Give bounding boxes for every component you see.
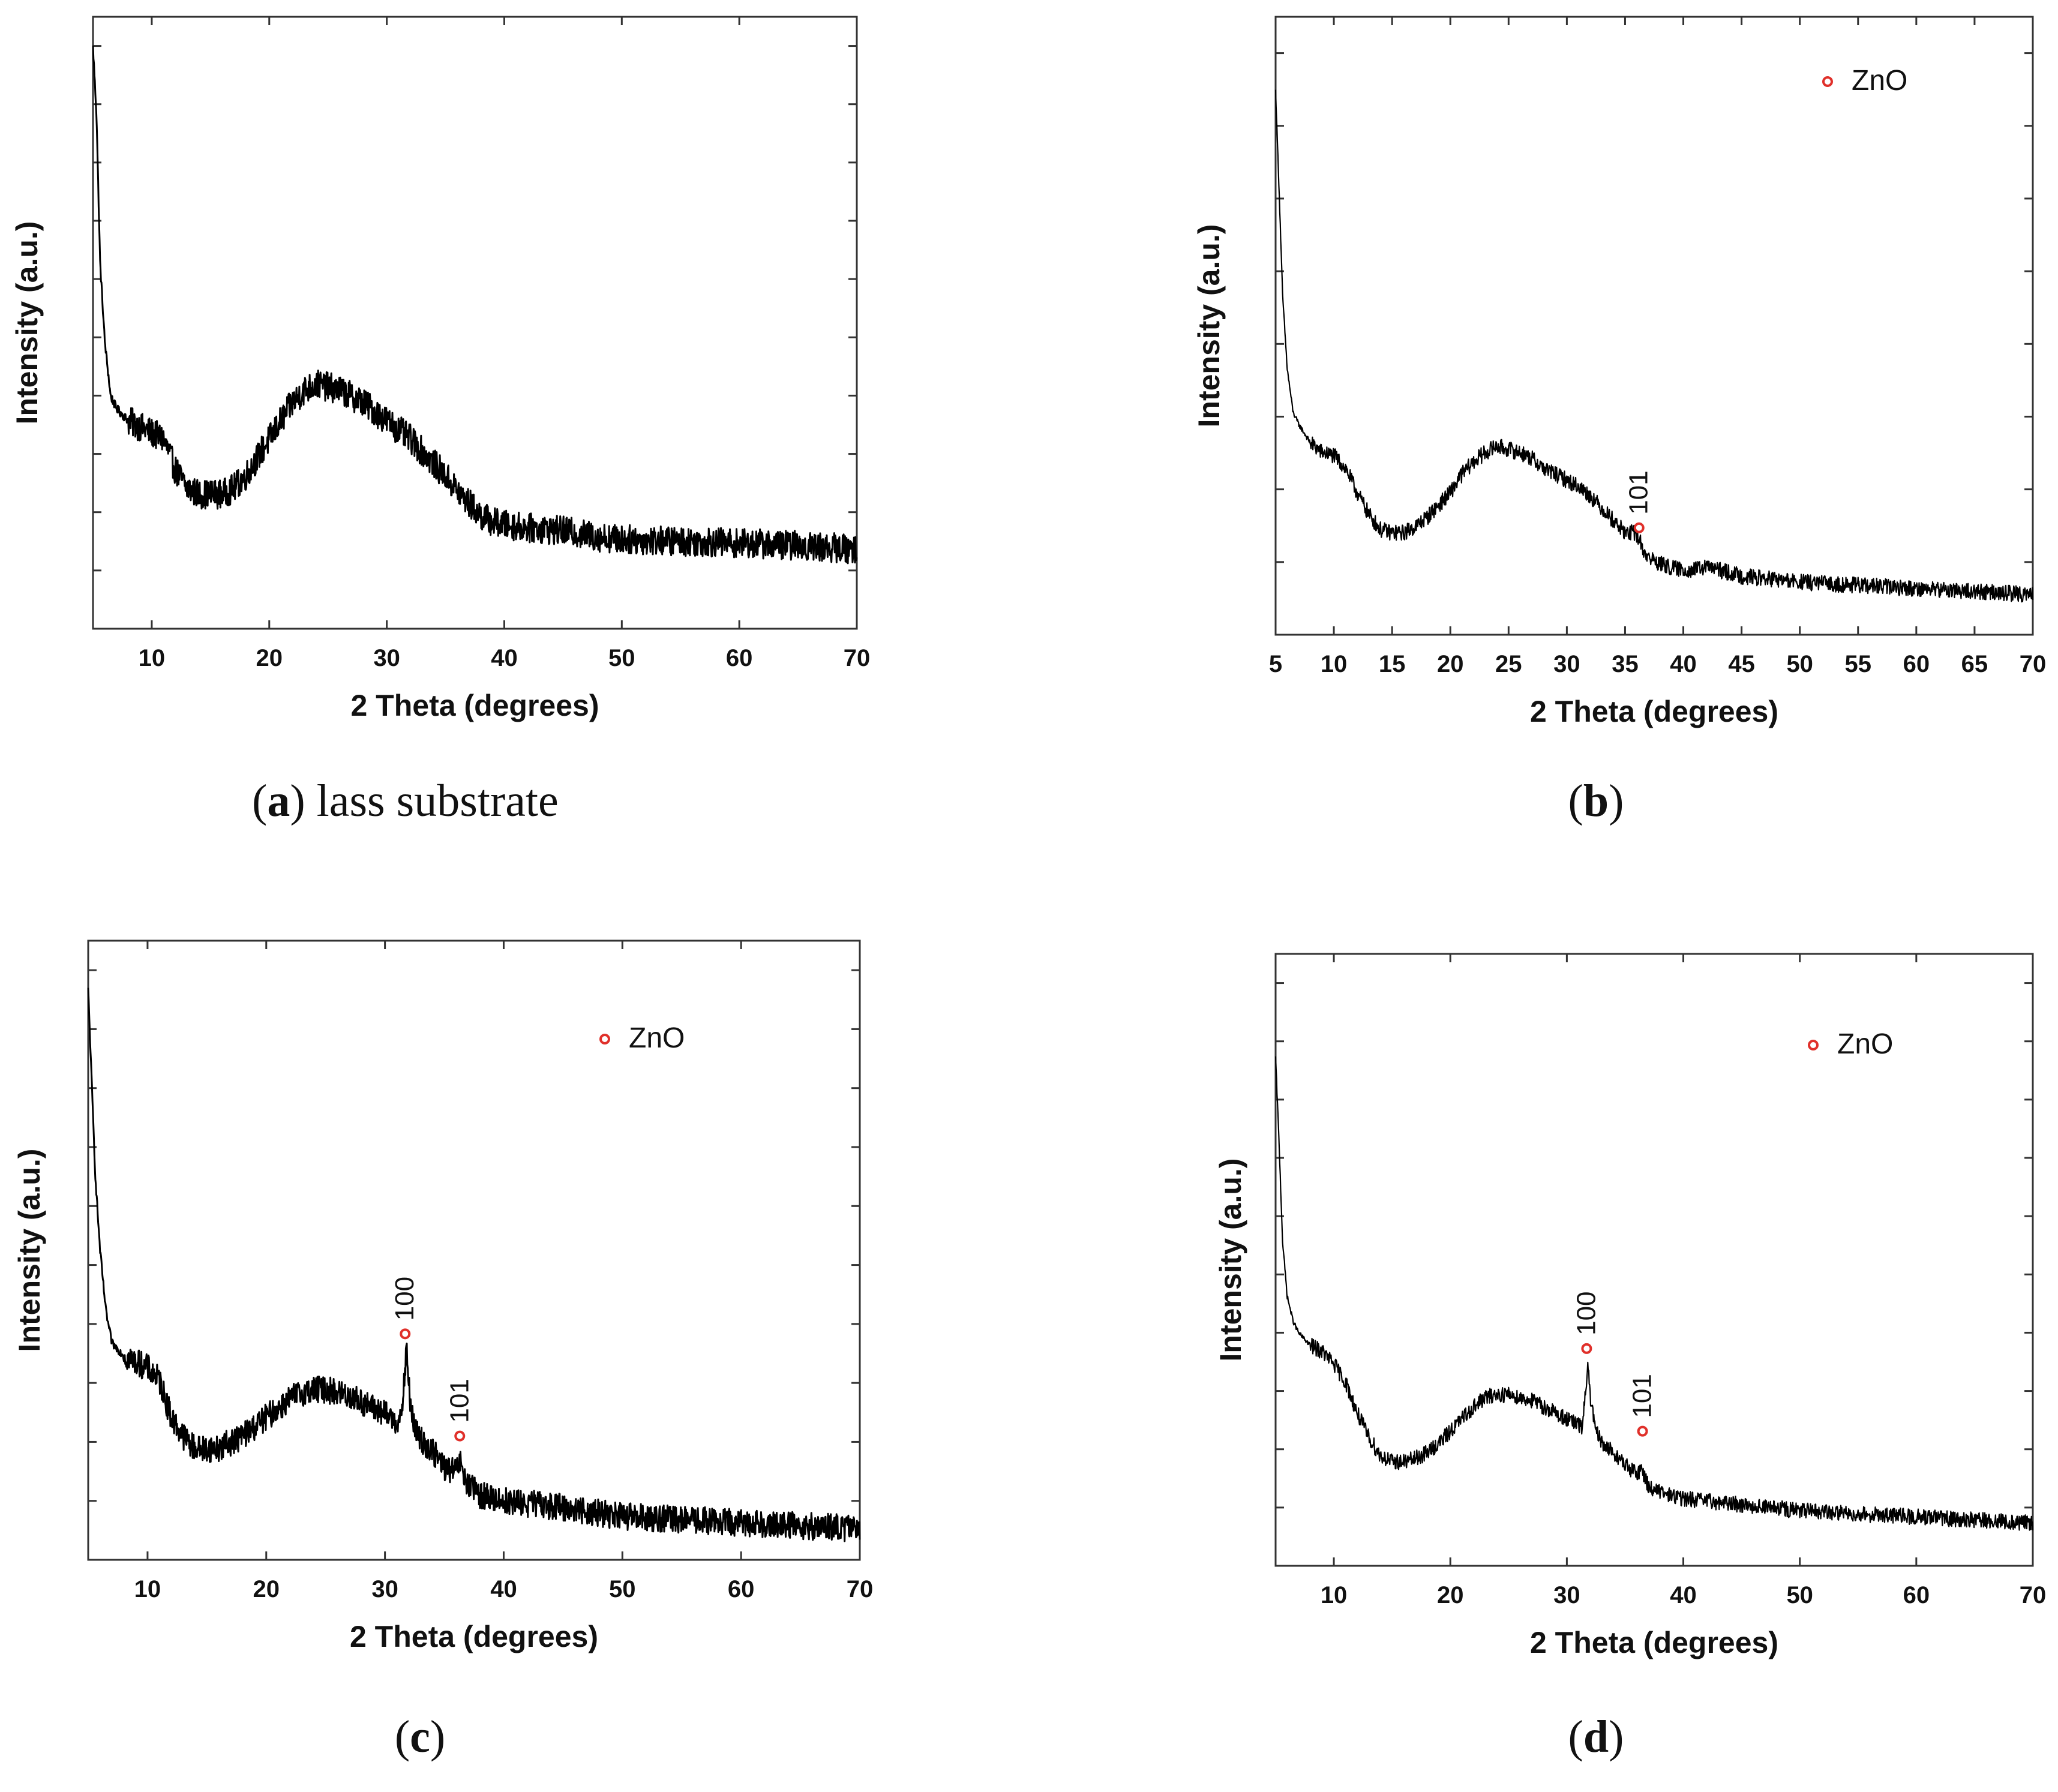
legend-marker [1808,1040,1819,1050]
chart-panel-b: 5 10 15 20 25 30 35 40 45 50 55 60 65 70 2 Theta (degr… [1192,16,2047,728]
x-axis-label: 2 Theta (degrees) [350,689,599,722]
caption-text: lass substrate [317,776,559,826]
x-tick-label: 60 [728,1576,755,1602]
x-tick-label: 30 [371,1576,398,1602]
x-tick-label: 15 [1379,651,1406,677]
legend-marker [599,1034,610,1044]
zno-peak-marker [454,1430,466,1442]
x-tick-label: 35 [1612,651,1639,677]
caption-paren: ) [430,1712,445,1762]
legend-label: ZnO [629,1022,685,1054]
x-tick-label: 50 [608,645,635,671]
caption-paren: ( [252,776,267,826]
data-series-line [92,45,858,565]
x-tick-label: 60 [1903,651,1930,677]
x-tick-label: 60 [1903,1582,1930,1608]
legend-label: ZnO [1852,65,1907,97]
x-tick-label: 30 [373,645,400,671]
x-tick-label: 70 [2020,1582,2047,1608]
plot-frame [1274,16,2034,636]
x-axis-label: 2 Theta (degrees) [1530,1626,1778,1659]
caption-paren: ( [1568,1712,1583,1762]
x-tick-label: 70 [844,645,871,671]
chart-panel-a: 10 20 30 40 50 60 70 2 Theta (degrees) Intensity… [10,16,871,722]
x-tick-label: 30 [1553,1582,1580,1608]
peak-label: 100 [1571,1291,1601,1335]
x-tick-label: 10 [134,1576,161,1602]
chart-panel-c: 10 20 30 40 50 60 70 2 Theta (degrees) Intensity… [13,939,874,1653]
x-tick-label: 20 [1437,1582,1464,1608]
x-tick-label: 50 [1786,651,1813,677]
x-tick-label: 10 [139,645,166,671]
panel-caption: (c) [395,1712,445,1762]
y-axis-label: Intensity (a.u.) [1214,1158,1247,1362]
x-tick-label: 55 [1845,651,1872,677]
x-tick-label: 20 [256,645,283,671]
peak-label: 101 [445,1379,474,1422]
legend-label: ZnO [1837,1028,1893,1060]
y-axis-label: Intensity (a.u.) [13,1149,46,1352]
x-tick-label: 65 [1961,651,1988,677]
caption-paren: ( [395,1712,410,1762]
peak-label: 101 [1628,1374,1657,1418]
peak-label: 100 [390,1277,419,1320]
caption-paren: ( [1568,776,1583,826]
x-tick-label: 40 [491,645,518,671]
plot-frame [92,16,858,630]
caption-paren: ) [290,776,316,826]
data-series-line [1274,1056,2034,1531]
caption-paren: ) [1609,776,1624,826]
x-tick-label: 40 [1670,1582,1697,1608]
x-tick-label: 40 [1670,651,1697,677]
x-tick-label: 5 [1269,651,1282,677]
x-axis-label: 2 Theta (degrees) [350,1620,598,1653]
caption-letter: a [267,776,290,826]
x-tick-label: 60 [726,645,753,671]
data-series-line [87,987,861,1542]
caption-letter: d [1583,1712,1609,1762]
chart-panel-d: 10 20 30 40 50 60 70 2 Theta (degrees) Intensity… [1214,953,2047,1659]
panel-caption: (b) [1568,776,1624,826]
zno-peak-marker [1633,522,1645,533]
data-series-line [1274,89,2034,603]
x-tick-label: 70 [847,1576,874,1602]
x-tick-label: 30 [1553,651,1580,677]
plot-frame [87,939,861,1561]
x-tick-label: 20 [1437,651,1464,677]
caption-letter: c [410,1712,430,1762]
zno-peak-marker [400,1328,411,1340]
peak-label: 101 [1624,470,1654,514]
panel-caption: (a) lass substrate [252,776,559,826]
y-axis-label: Intensity (a.u.) [10,221,44,425]
x-tick-label: 10 [1321,1582,1348,1608]
caption-letter: b [1583,776,1609,826]
plot-frame [1274,953,2034,1567]
x-axis-label: 2 Theta (degrees) [1530,695,1778,728]
x-tick-label: 20 [253,1576,280,1602]
panel-caption: (d) [1568,1712,1624,1762]
x-tick-label: 10 [1321,651,1348,677]
x-tick-label: 50 [609,1576,636,1602]
x-tick-label: 25 [1495,651,1522,677]
x-tick-label: 40 [490,1576,517,1602]
caption-paren: ) [1609,1712,1624,1762]
y-axis-label: Intensity (a.u.) [1192,224,1226,428]
x-tick-label: 50 [1786,1582,1813,1608]
x-tick-label: 70 [2020,651,2047,677]
zno-peak-marker [1637,1425,1648,1437]
legend-marker [1822,76,1833,87]
x-tick-label: 45 [1728,651,1755,677]
zno-peak-marker [1581,1343,1592,1354]
